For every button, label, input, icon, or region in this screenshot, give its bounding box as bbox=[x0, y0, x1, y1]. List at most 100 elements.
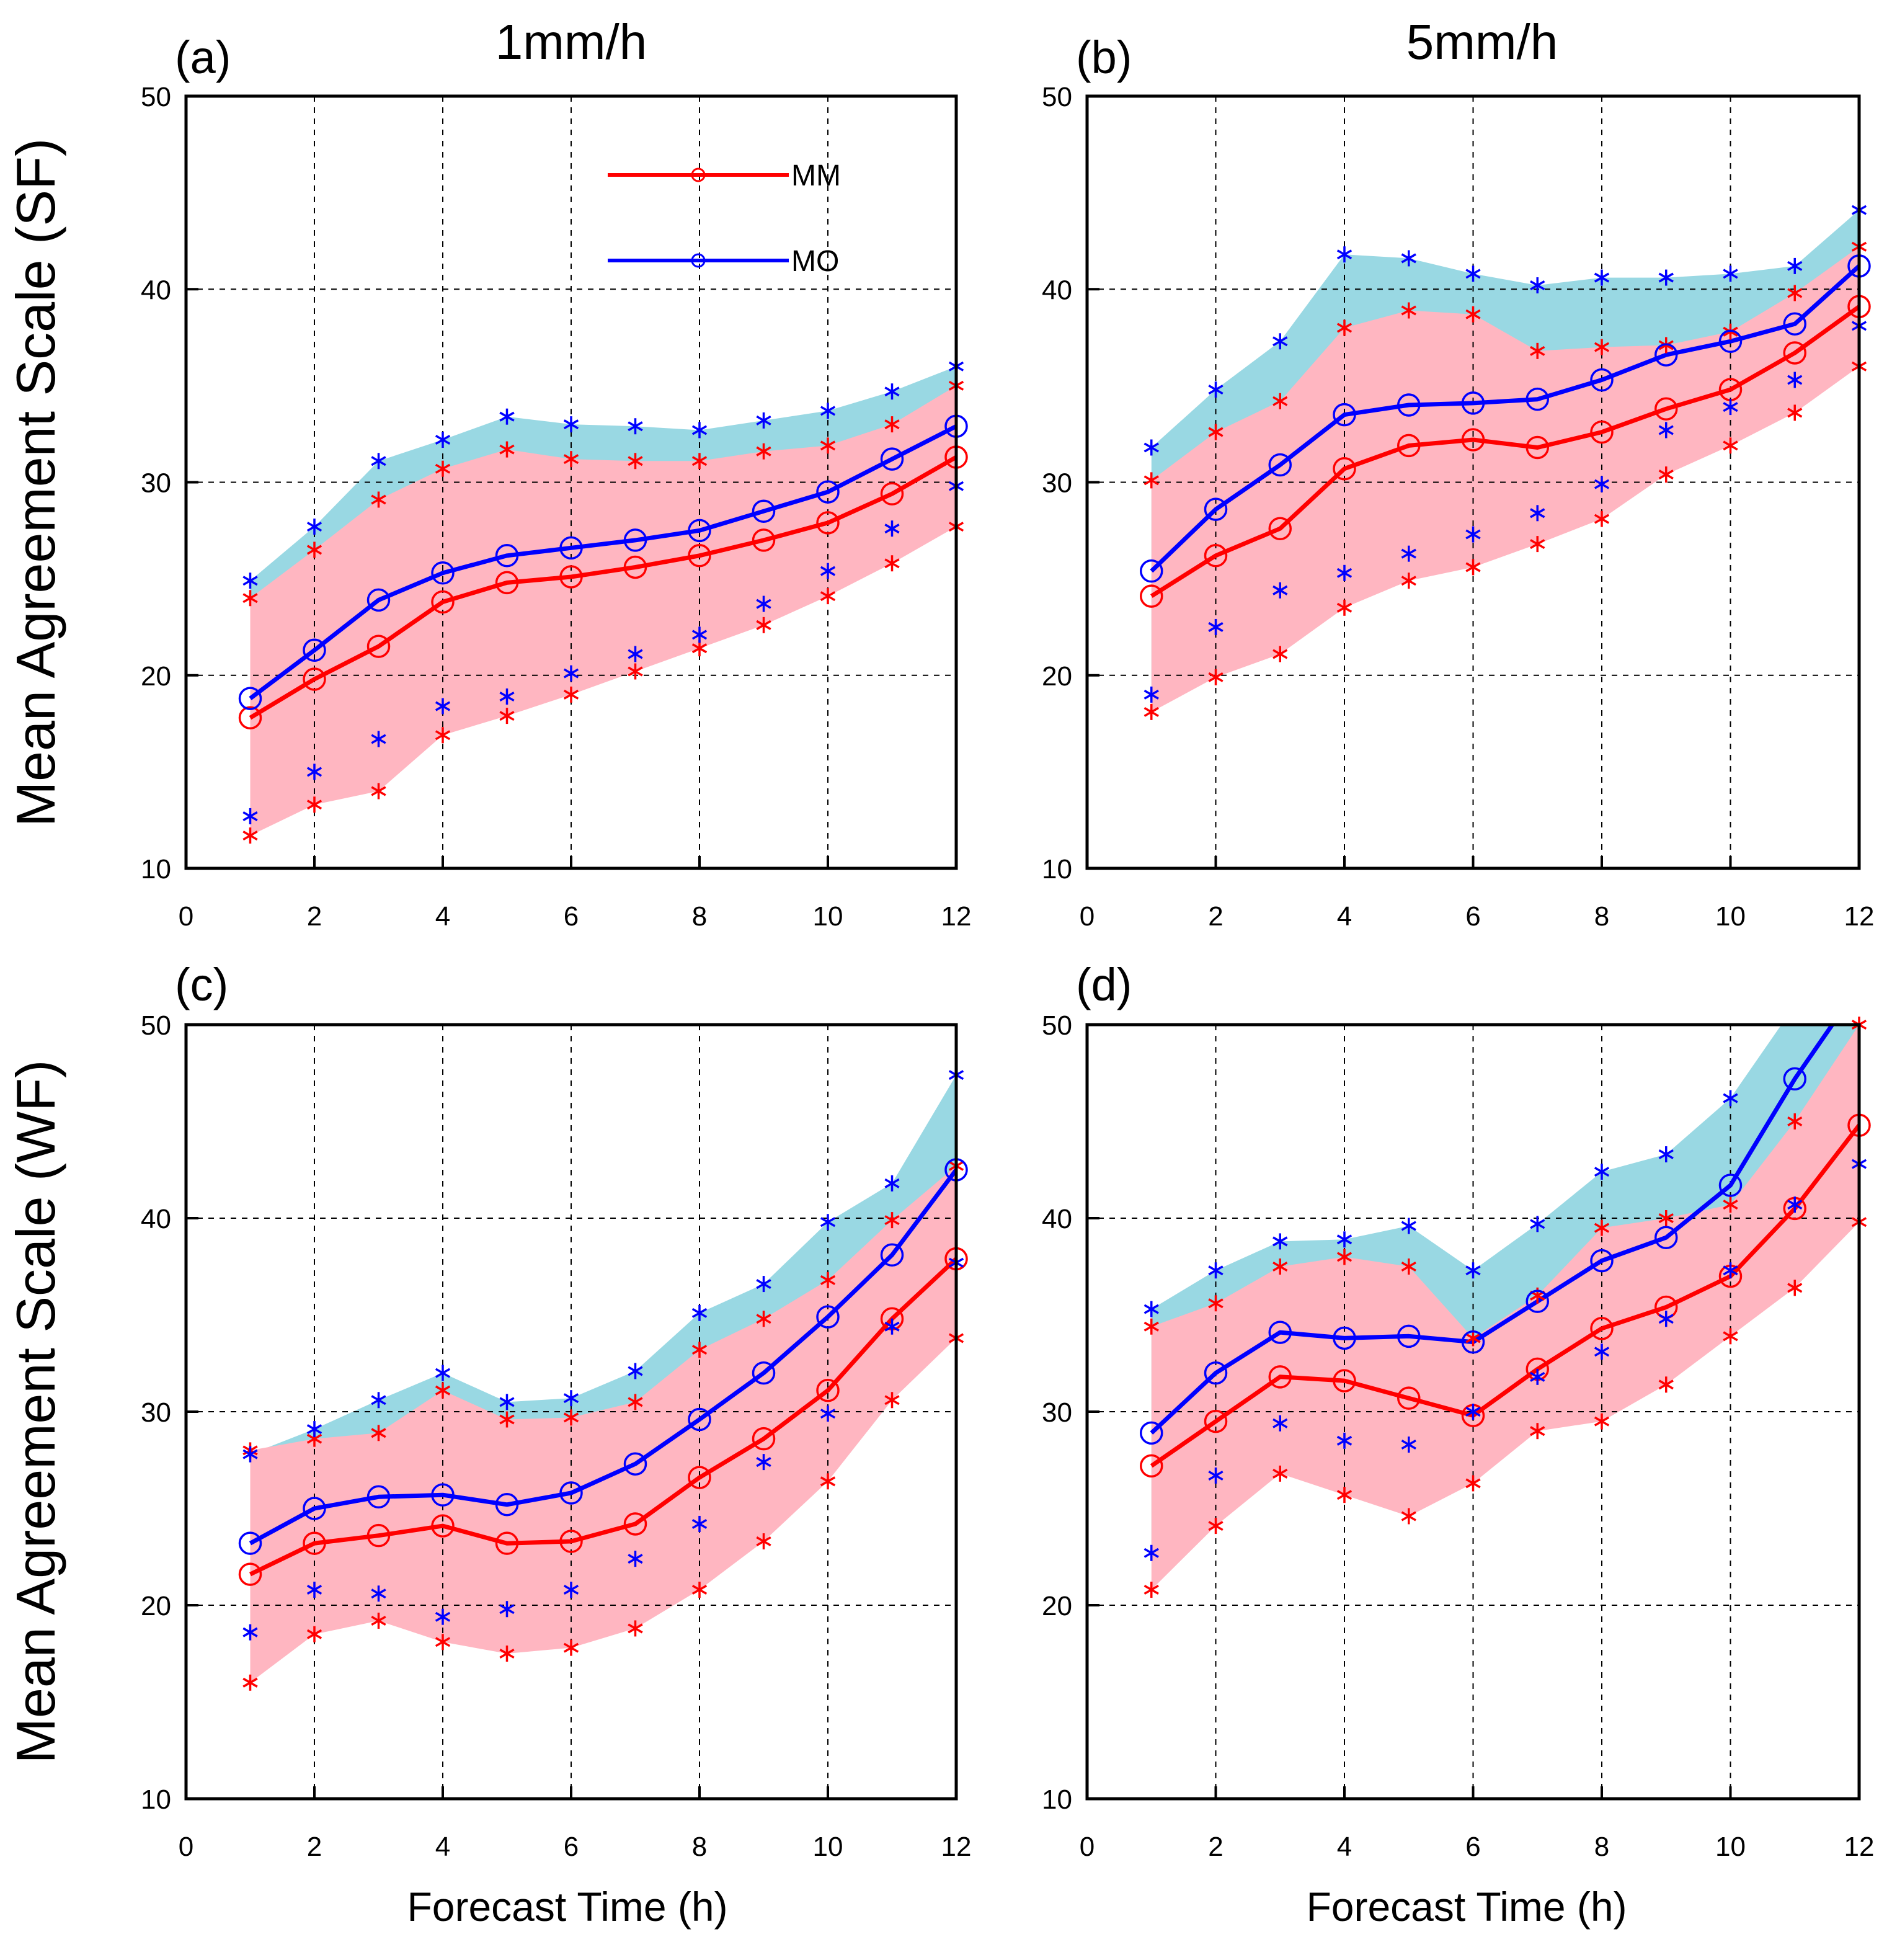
star-mo-lower bbox=[1658, 1311, 1674, 1327]
panel-b-bands bbox=[1151, 210, 1859, 712]
point-mm bbox=[431, 590, 455, 614]
point-mm bbox=[559, 1530, 583, 1553]
star-mo-lower bbox=[306, 1582, 322, 1598]
star-mo-lower bbox=[1336, 1432, 1352, 1449]
point-mm bbox=[559, 565, 583, 589]
point-mo bbox=[431, 561, 455, 585]
point-mo bbox=[1783, 312, 1806, 336]
point-mo bbox=[1268, 1321, 1292, 1344]
star-mo-upper bbox=[1272, 333, 1288, 350]
star-mm-lower bbox=[1144, 703, 1159, 720]
point-mm bbox=[1397, 434, 1421, 458]
star-mo-upper bbox=[1465, 265, 1481, 282]
star-mo-upper bbox=[1658, 1146, 1674, 1163]
panel-b-ticks: 0 2 4 6 8 10 12 10 20 30 40 50 bbox=[1042, 82, 1874, 932]
star-mo-upper bbox=[371, 453, 386, 470]
star-mm-upper bbox=[820, 437, 836, 454]
star-mm-upper bbox=[628, 453, 643, 470]
star-mo-lower bbox=[563, 665, 579, 682]
band-mm bbox=[1151, 246, 1859, 712]
star-mo-upper bbox=[1594, 1164, 1610, 1180]
panel-c-bands bbox=[250, 1075, 956, 1683]
star-mm-upper bbox=[435, 460, 451, 477]
point-mm bbox=[752, 1427, 776, 1451]
star-mo-lower bbox=[1787, 372, 1803, 388]
star-mo-lower bbox=[691, 1515, 708, 1532]
star-mm-lower bbox=[1272, 646, 1288, 662]
star-mm-upper bbox=[691, 1342, 708, 1358]
ytick-label: 30 bbox=[1042, 1397, 1072, 1428]
line-mo bbox=[1150, 1025, 1836, 1435]
ytick-label: 20 bbox=[141, 661, 171, 692]
star-mm-lower bbox=[371, 783, 386, 800]
panel-a-label: (a) bbox=[175, 32, 231, 83]
point-mm bbox=[1333, 457, 1356, 481]
star-mo-upper bbox=[1530, 1216, 1545, 1232]
star-mm-upper bbox=[371, 1425, 386, 1441]
star-mo-upper bbox=[691, 1304, 708, 1321]
point-mm bbox=[495, 1531, 519, 1555]
legend: MM MO bbox=[608, 159, 841, 278]
xtick-label: 4 bbox=[1337, 901, 1352, 932]
ytick-label: 50 bbox=[141, 1010, 171, 1041]
panel-c: 0 2 4 6 8 10 12 10 20 30 40 50 (c) Mean Agreement S… bbox=[5, 959, 971, 1930]
point-mm bbox=[880, 482, 904, 506]
point-mo bbox=[1590, 368, 1614, 392]
xtick-label: 8 bbox=[1594, 901, 1609, 932]
star-mo-lower bbox=[1530, 505, 1545, 522]
point-mo bbox=[559, 1481, 583, 1505]
point-mo bbox=[1461, 391, 1485, 415]
star-mo-upper bbox=[884, 1175, 900, 1192]
point-mo bbox=[238, 1531, 262, 1555]
xtick-label: 2 bbox=[307, 1832, 322, 1862]
star-mm-upper bbox=[1723, 1196, 1738, 1213]
star-mm-lower bbox=[563, 686, 579, 703]
xtick-label: 8 bbox=[1594, 1832, 1609, 1862]
panel-c-ticks: 0 2 4 6 8 10 12 10 20 30 40 50 bbox=[141, 1010, 971, 1862]
star-mm-upper bbox=[1787, 1113, 1803, 1129]
star-mm-lower bbox=[1530, 536, 1545, 553]
star-mm-upper bbox=[1465, 306, 1481, 323]
star-mo-upper bbox=[1465, 1262, 1481, 1279]
point-mo bbox=[559, 536, 583, 560]
star-mm-lower bbox=[756, 617, 771, 633]
star-mm-upper bbox=[499, 1411, 515, 1428]
star-mo-upper bbox=[1144, 1301, 1159, 1317]
panel-c-ylabel: Mean Agreement Scale (WF) bbox=[5, 1060, 66, 1764]
xtick-label: 12 bbox=[941, 1832, 972, 1862]
star-mo-lower bbox=[1723, 399, 1738, 416]
ytick-label: 40 bbox=[141, 1204, 171, 1234]
point-mm bbox=[238, 1562, 262, 1586]
star-mm-upper bbox=[435, 1382, 451, 1399]
star-mm-lower bbox=[1401, 572, 1416, 589]
xtick-label: 6 bbox=[1465, 1832, 1480, 1862]
point-mo bbox=[816, 480, 840, 504]
point-mm bbox=[303, 667, 326, 691]
star-mo-upper bbox=[1787, 257, 1803, 274]
point-mm bbox=[688, 544, 711, 568]
panel-d-lines bbox=[1150, 1025, 1859, 1468]
panel-c-xlabel: Forecast Time (h) bbox=[407, 1884, 727, 1930]
star-mm-lower bbox=[1787, 1280, 1803, 1296]
point-mm bbox=[1654, 397, 1678, 421]
star-mo-lower bbox=[1465, 1404, 1481, 1420]
xtick-label: 4 bbox=[435, 901, 450, 932]
star-mo-upper bbox=[1658, 269, 1674, 286]
point-mm bbox=[366, 635, 391, 658]
star-mo-lower bbox=[691, 626, 708, 643]
line-mm bbox=[249, 455, 956, 720]
star-mm-upper bbox=[1465, 1330, 1481, 1347]
star-mo-upper bbox=[691, 422, 708, 439]
star-mo-lower bbox=[242, 1624, 258, 1641]
star-mm-lower bbox=[242, 827, 258, 844]
star-mm-lower bbox=[435, 727, 451, 744]
star-mo-lower bbox=[435, 1608, 451, 1625]
star-mo-lower bbox=[1787, 1196, 1803, 1213]
star-mm-lower bbox=[884, 555, 900, 572]
xtick-label: 4 bbox=[435, 1832, 450, 1862]
star-mm-upper bbox=[1336, 1249, 1352, 1265]
star-mm-lower bbox=[1594, 510, 1610, 527]
point-mo bbox=[1397, 393, 1421, 417]
xtick-label: 8 bbox=[692, 1832, 707, 1862]
star-mm-lower bbox=[1208, 669, 1224, 685]
